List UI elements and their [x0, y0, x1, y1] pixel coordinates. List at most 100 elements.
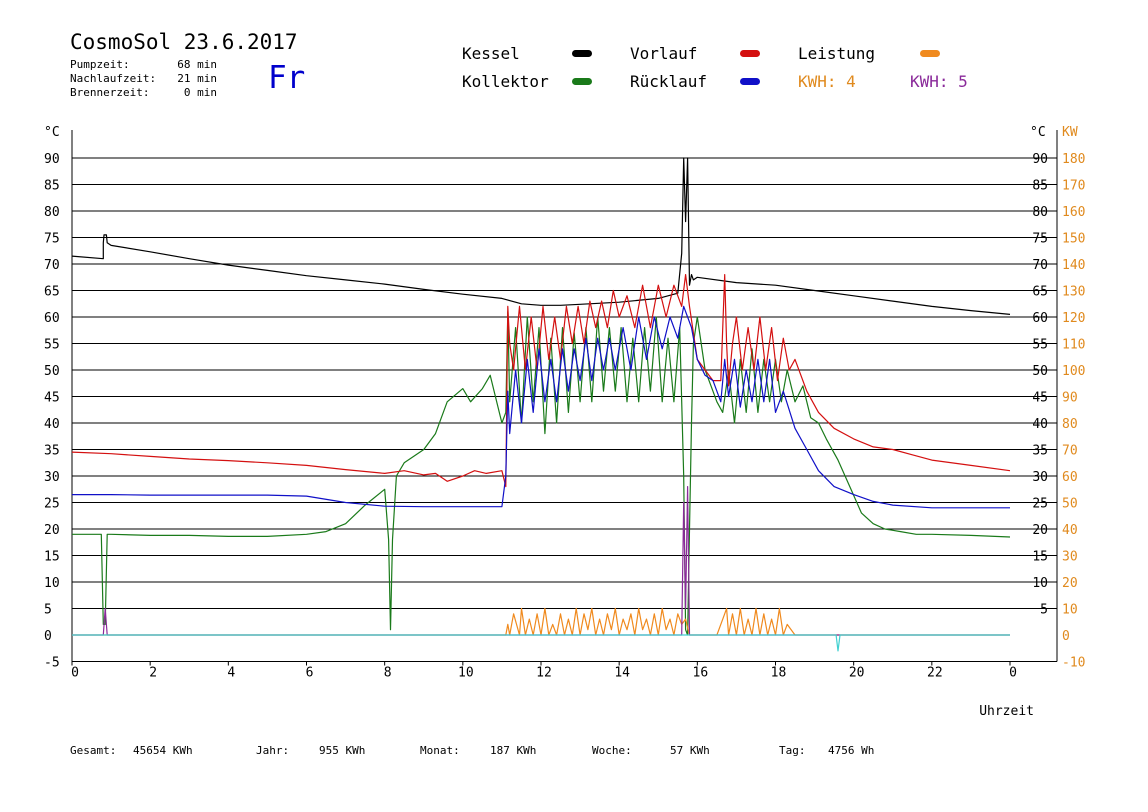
- y-axis-right-unit: °C: [1030, 125, 1046, 140]
- y-tick-right-label: 80: [1032, 205, 1048, 220]
- x-axis-label: Uhrzeit: [979, 704, 1034, 719]
- series-line-ruecklauf: [72, 305, 1010, 509]
- y2-axis-unit: KW: [1062, 125, 1078, 140]
- legend-kollektor-label: Kollektor: [462, 72, 549, 91]
- y-tick-left-label: 40: [44, 417, 60, 432]
- y-tick-left-label: 80: [44, 205, 60, 220]
- y-tick-right-label: 55: [1032, 338, 1048, 353]
- y-tick-left-label: 90: [44, 152, 60, 167]
- monat-value: 187 KWh: [490, 744, 537, 757]
- y2-tick-label: 130: [1062, 285, 1085, 300]
- y2-tick-label: 160: [1062, 205, 1085, 220]
- y-tick-right-label: 90: [1032, 152, 1048, 167]
- y2-tick-label: 60: [1062, 470, 1078, 485]
- y-tick-left-label: 35: [44, 444, 60, 459]
- legend-leistung-swatch: [920, 50, 940, 57]
- tag-value: 4756 Wh: [828, 744, 875, 757]
- y-tick-right-label: 30: [1032, 470, 1048, 485]
- series-line-vorlauf: [71, 274, 1011, 488]
- x-tick-label: 2: [149, 666, 157, 681]
- x-tick-label: 20: [849, 666, 865, 681]
- legend-leistung-label: Leistung: [798, 44, 876, 63]
- y-tick-left-label: 65: [44, 285, 60, 300]
- x-tick-label: 12: [536, 666, 552, 681]
- gesamt-label: Gesamt:: [70, 744, 117, 757]
- y2-tick-label: 70: [1062, 444, 1078, 459]
- y-tick-left-label: 45: [44, 391, 60, 406]
- y2-tick-label: 170: [1062, 179, 1085, 194]
- x-tick-label: 8: [384, 666, 392, 681]
- jahr-value: 955 KWh: [319, 744, 366, 757]
- legend-kwh5-label: KWH: 5: [910, 72, 968, 91]
- monat-label: Monat:: [420, 744, 460, 757]
- brennerzeit-label: Brennerzeit:: [70, 86, 150, 99]
- y2-tick-label: 100: [1062, 364, 1085, 379]
- jahr-label: Jahr:: [256, 744, 290, 757]
- series-line-kwh5: [72, 486, 1010, 636]
- y2-tick-label: -10: [1062, 656, 1085, 671]
- y2-tick-label: 50: [1062, 497, 1078, 512]
- pumpzeit-label: Pumpzeit:: [70, 58, 130, 71]
- y2-tick-label: 20: [1062, 576, 1078, 591]
- y2-tick-label: 110: [1062, 338, 1085, 353]
- y-tick-left-label: 20: [44, 523, 60, 538]
- brennerzeit-value: 0 min: [183, 86, 217, 99]
- series-line-kessel: [71, 157, 1011, 315]
- y2-tick-label: 0: [1062, 629, 1070, 644]
- y2-tick-label: 120: [1062, 311, 1085, 326]
- y2-tick-label: 10: [1062, 603, 1078, 618]
- y-tick-left-label: 0: [44, 629, 52, 644]
- legend-kwh4-label: KWH: 4: [798, 72, 856, 91]
- legend-kollektor-swatch: [572, 78, 592, 85]
- y2-tick-label: 90: [1062, 391, 1078, 406]
- y-tick-left-label: 25: [44, 497, 60, 512]
- legend-ruecklauf-swatch: [740, 78, 760, 85]
- nachlaufzeit-label: Nachlaufzeit:: [70, 72, 157, 85]
- y-tick-right-label: 25: [1032, 497, 1048, 512]
- y-tick-right-label: 5: [1040, 603, 1048, 618]
- series-line-leistung: [72, 607, 1010, 636]
- x-tick-label: 6: [306, 666, 314, 681]
- y-tick-right-label: 70: [1032, 258, 1048, 273]
- y-tick-right-label: 20: [1032, 523, 1048, 538]
- series-line-baseline: [72, 634, 1010, 652]
- y-axis-left-unit: °C: [44, 125, 60, 140]
- legend-kessel-swatch: [572, 50, 592, 57]
- y-tick-left-label: 10: [44, 576, 60, 591]
- series-line-kollektor: [72, 311, 1011, 636]
- y-tick-right-label: 50: [1032, 364, 1048, 379]
- y-tick-right-label: 15: [1032, 550, 1048, 565]
- x-tick-label: 0: [1009, 666, 1017, 681]
- weekday-label: Fr: [268, 60, 306, 96]
- legend-ruecklauf-label: Rücklauf: [630, 72, 708, 91]
- y-tick-right-label: 60: [1032, 311, 1048, 326]
- y2-tick-label: 180: [1062, 152, 1085, 167]
- legend-vorlauf-swatch: [740, 50, 760, 57]
- y-tick-right-label: 65: [1032, 285, 1048, 300]
- page-title: CosmoSol 23.6.2017: [70, 30, 298, 54]
- y-tick-left-label: 70: [44, 258, 60, 273]
- legend-vorlauf-label: Vorlauf: [630, 44, 698, 63]
- y-tick-right-label: 75: [1032, 232, 1048, 247]
- y-tick-left-label: 50: [44, 364, 60, 379]
- y-tick-left-label: 85: [44, 179, 60, 194]
- y2-tick-label: 80: [1062, 417, 1078, 432]
- y2-tick-label: 140: [1062, 258, 1085, 273]
- x-tick-label: 10: [458, 666, 474, 681]
- y-tick-left-label: 5: [44, 603, 52, 618]
- y-tick-left-label: 75: [44, 232, 60, 247]
- y-tick-left-label: 15: [44, 550, 60, 565]
- y2-tick-label: 30: [1062, 550, 1078, 565]
- y-tick-left-label: -5: [44, 656, 60, 671]
- y-tick-right-label: 10: [1032, 576, 1048, 591]
- y-tick-right-label: 40: [1032, 417, 1048, 432]
- y2-tick-label: 40: [1062, 523, 1078, 538]
- woche-value: 57 KWh: [670, 744, 710, 757]
- y-tick-left-label: 55: [44, 338, 60, 353]
- y2-tick-label: 150: [1062, 232, 1085, 247]
- x-tick-label: 4: [227, 666, 235, 681]
- y-tick-right-label: 45: [1032, 391, 1048, 406]
- woche-label: Woche:: [592, 744, 632, 757]
- nachlaufzeit-value: 21 min: [177, 72, 217, 85]
- gesamt-value: 45654 KWh: [133, 744, 193, 757]
